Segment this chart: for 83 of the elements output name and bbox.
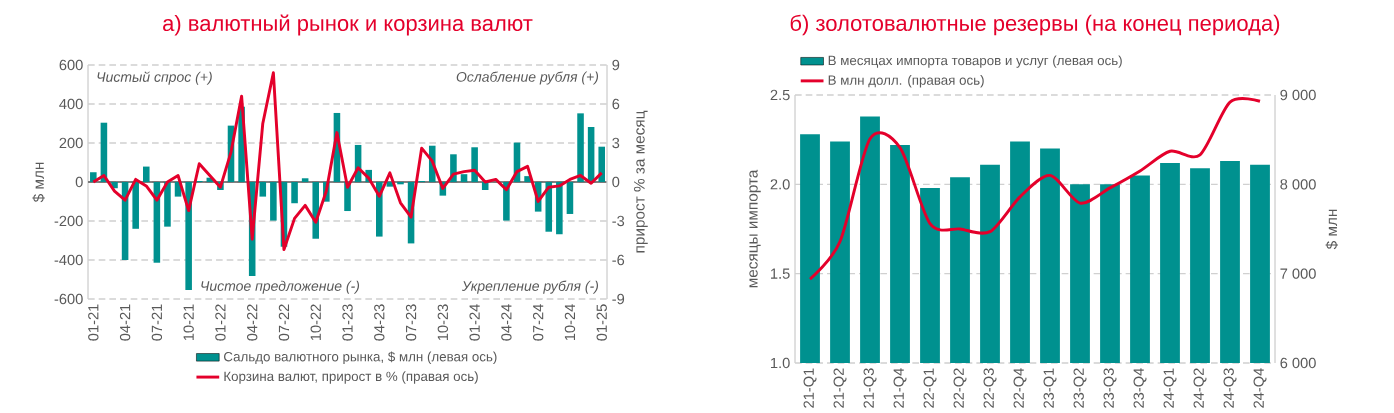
bar bbox=[556, 181, 563, 235]
bar bbox=[566, 181, 574, 214]
x-tick-label: 21-Q1 bbox=[803, 368, 817, 408]
x-tick-label: 23-Q4 bbox=[1133, 368, 1147, 408]
legend-label: Сальдо валютного рынка, $ млн (левая ось) bbox=[224, 351, 497, 365]
x-tick-label: 10-22 bbox=[310, 304, 321, 341]
bar bbox=[291, 181, 298, 204]
y-tick-label: 0 bbox=[75, 176, 83, 188]
y-axis-title: месяцы импорта bbox=[749, 169, 761, 288]
y2-tick-label: 6 bbox=[612, 98, 620, 110]
legend-label: Корзина валют, прирост в % (правая ось) bbox=[224, 371, 478, 384]
bar bbox=[397, 181, 404, 185]
bar bbox=[577, 113, 584, 182]
chart-title: б) золотовалютные резервы (на конец периода) bbox=[790, 14, 1280, 36]
y2-tick-label: 3 bbox=[612, 137, 620, 149]
x-tick-label: 04-24 bbox=[501, 304, 512, 341]
x-tick-label: 22-Q3 bbox=[983, 368, 997, 408]
x-tick-label: 22-Q4 bbox=[1013, 368, 1027, 408]
x-tick-label: 01-21 bbox=[88, 304, 99, 341]
y-axis-title: $ млн bbox=[32, 162, 45, 203]
x-tick-label: 24-Q1 bbox=[1163, 368, 1177, 408]
x-tick-label: 01-23 bbox=[342, 304, 353, 341]
chart-title: а) валютный рынок и корзина валют bbox=[163, 14, 533, 36]
bar bbox=[301, 178, 309, 182]
x-tick-label: 04-21 bbox=[119, 304, 131, 341]
bar bbox=[142, 166, 150, 182]
x-tick-label: 23-Q2 bbox=[1073, 368, 1087, 408]
x-tick-label: 07-24 bbox=[532, 304, 544, 341]
x-tick-label: 07-23 bbox=[405, 304, 417, 341]
x-tick-label: 23-Q3 bbox=[1103, 368, 1117, 408]
x-tick-label: 07-22 bbox=[278, 304, 290, 341]
x-tick-label: 10-23 bbox=[437, 304, 449, 341]
x-tick-label: 21-Q2 bbox=[833, 368, 847, 408]
bar bbox=[164, 181, 171, 227]
y-tick-label: 2.5 bbox=[770, 89, 790, 101]
bar bbox=[545, 181, 553, 232]
y-tick-label: 1.5 bbox=[771, 268, 790, 279]
y-tick-label: 2.0 bbox=[770, 179, 790, 190]
y2-axis-title: прирост % за месяц bbox=[633, 110, 648, 253]
x-tick-label: 23-Q1 bbox=[1043, 368, 1057, 408]
y2-tick-label: 9 bbox=[612, 59, 620, 71]
y-tick-label: 600 bbox=[59, 59, 83, 71]
y-tick-label: -200 bbox=[54, 215, 83, 227]
annotation: Укрепление рубля (-) bbox=[461, 280, 599, 294]
bar bbox=[460, 174, 468, 182]
y2-tick-label: 6 000 bbox=[1280, 357, 1316, 369]
y2-tick-label: -9 bbox=[612, 293, 625, 305]
x-tick-label: 01-24 bbox=[469, 304, 480, 341]
y2-tick-label: -3 bbox=[612, 215, 625, 227]
legend-label: В месяцах импорта товаров и услуг (левая ось) bbox=[828, 55, 1122, 68]
bar bbox=[259, 181, 267, 197]
annotation: Чистый спрос (+) bbox=[97, 71, 212, 85]
y2-tick-label: -6 bbox=[612, 254, 625, 266]
y2-tick-label: 7 000 bbox=[1280, 268, 1316, 279]
y2-tick-label: 9 000 bbox=[1280, 89, 1316, 101]
x-tick-label: 07-21 bbox=[151, 304, 163, 341]
x-tick-label: 10-24 bbox=[564, 304, 576, 341]
x-tick-label: 01-25 bbox=[596, 304, 607, 341]
annotation: Ослабление рубля (+) bbox=[456, 71, 599, 85]
bar bbox=[270, 181, 277, 221]
x-tick-label: 10-21 bbox=[183, 304, 194, 341]
x-tick-label: 22-Q1 bbox=[923, 368, 937, 408]
y-tick-label: 1.0 bbox=[771, 357, 790, 369]
y-tick-label: 400 bbox=[59, 98, 83, 110]
y-tick-label: -400 bbox=[54, 254, 83, 266]
legend-label: В млн долл. (правая ось) bbox=[828, 75, 984, 88]
x-tick-label: 21-Q3 bbox=[863, 368, 877, 408]
annotation: Чистое предложение (-) bbox=[201, 280, 360, 294]
y2-tick-label: 8 000 bbox=[1280, 179, 1316, 190]
x-tick-label: 24-Q3 bbox=[1223, 368, 1237, 408]
x-tick-label: 22-Q2 bbox=[953, 368, 967, 408]
x-tick-label: 01-22 bbox=[215, 304, 226, 341]
y2-tick-label: 0 bbox=[612, 176, 620, 188]
x-tick-label: 24-Q2 bbox=[1193, 368, 1207, 408]
x-tick-label: 04-23 bbox=[374, 304, 385, 341]
y2-axis-title: $ млн bbox=[1325, 209, 1338, 250]
x-tick-label: 04-22 bbox=[247, 304, 258, 341]
y-tick-label: 200 bbox=[59, 137, 83, 149]
x-tick-label: 24-Q4 bbox=[1253, 368, 1267, 408]
y-tick-label: -600 bbox=[54, 293, 83, 305]
bar bbox=[598, 146, 605, 182]
x-tick-label: 21-Q4 bbox=[893, 368, 907, 408]
bar bbox=[132, 181, 139, 229]
